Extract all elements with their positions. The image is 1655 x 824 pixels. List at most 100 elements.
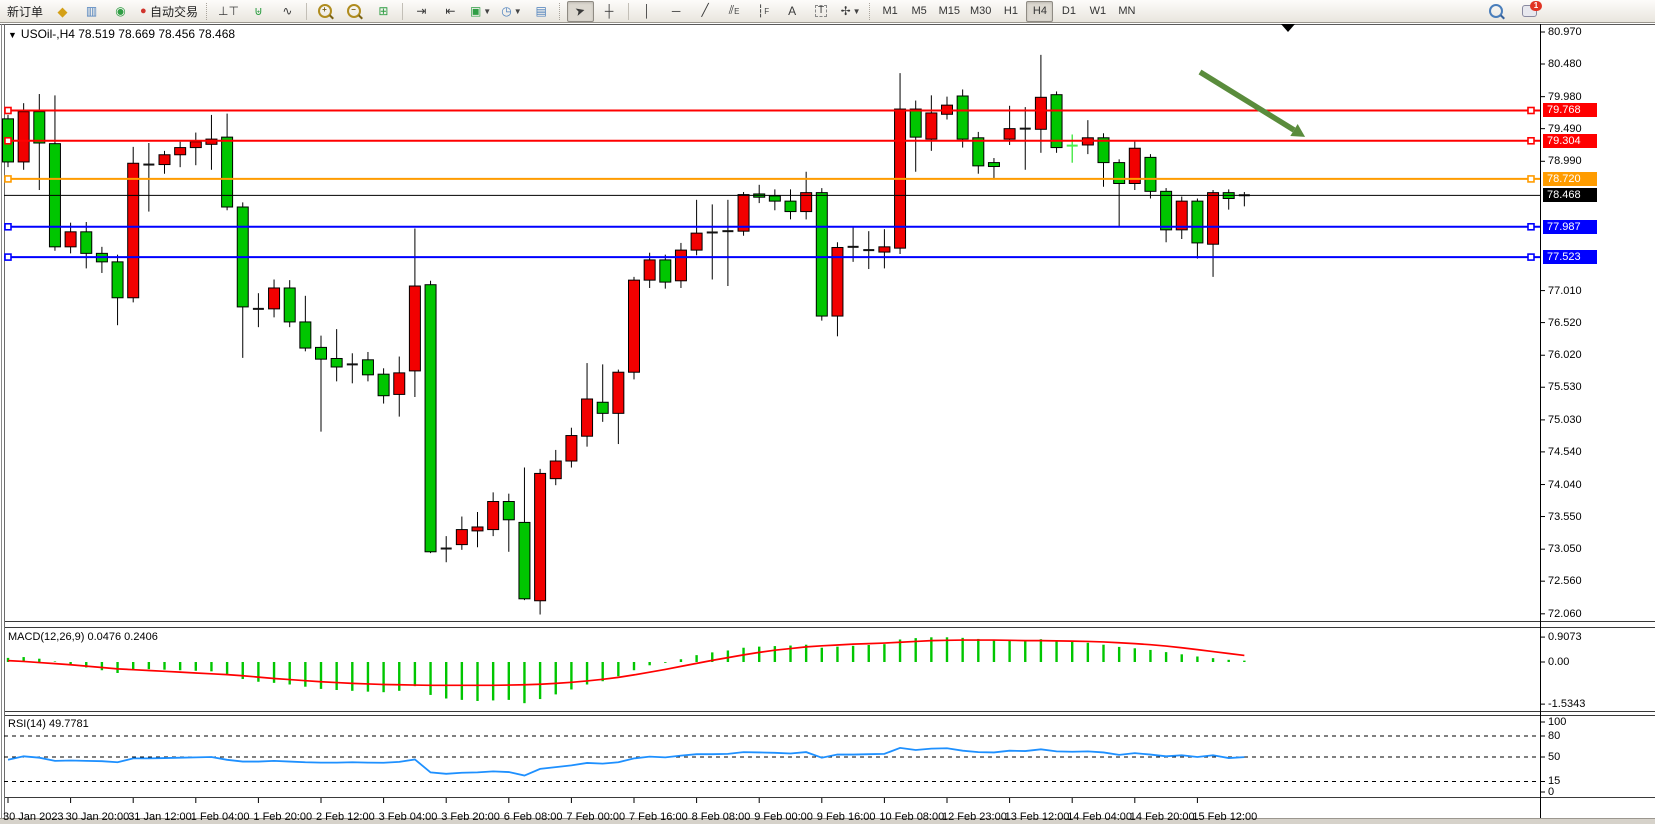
candle-bear-body [111,261,124,299]
timeframe-m15-button[interactable]: M15 [938,5,960,17]
timeframe-d1-button[interactable]: D1 [1061,5,1076,17]
time-axis-label: 31 Jan 12:00 [128,811,192,823]
new-order-button[interactable]: 新订单 [3,1,47,22]
candle-bull-body [64,231,77,248]
price-axis-label: 79.980 [1548,90,1582,103]
time-axis-label: 1 Feb 20:00 [253,811,313,823]
price-axis-label: 73.050 [1548,543,1582,556]
price-axis-label: 80.970 [1548,26,1582,38]
time-axis-label: 12 Feb 23:00 [942,811,1007,823]
label-tool-button[interactable]: T [808,1,835,22]
cursor-tool-button[interactable]: ➤ [566,0,594,22]
autotrade-button[interactable]: ● 自动交易 [136,1,202,22]
candle-bull-body [534,472,547,602]
channel-tool-button[interactable]: ⫽ E [721,1,748,22]
periods-button[interactable]: ◷ ▼ [497,1,525,22]
navigator-button[interactable]: ◉ [107,1,134,22]
vline-tool-button[interactable]: │ [634,1,661,22]
horizontal-lines[interactable] [4,106,1540,261]
tile-windows-icon: ⊞ [378,4,389,18]
timeframe-h1-button[interactable]: H1 [1003,5,1018,17]
toolbar-separator [627,2,629,20]
timeframe-mn-button[interactable]: MN [1118,5,1136,17]
search-button[interactable] [1482,1,1509,22]
cursor-icon: ➤ [573,2,587,20]
candle-doji-body [722,230,734,233]
candle-bear-body [909,108,922,138]
notifications-button[interactable]: 1 [1516,1,1543,22]
candle-bull-body [737,194,750,232]
zoom-out-button[interactable]: − [341,1,368,22]
macd-indicator-label: MACD(12,26,9) 0.0476 0.2406 [8,631,158,643]
time-axis-label: 6 Feb 08:00 [503,811,563,823]
time-axis-label: 7 Feb 00:00 [566,811,626,823]
timeframe-h4-button[interactable]: H4 [1026,0,1054,22]
collapse-arrow-icon[interactable]: ▼ [8,30,17,40]
bar-chart-button[interactable]: ⊥⊤ [214,1,243,22]
hline-tool-button[interactable]: ─ [663,1,690,22]
candle-bear-body [361,359,374,376]
chart-template-button[interactable]: ▤ [528,1,555,22]
candle-bull-body [581,398,594,437]
price-axis-label: 78.990 [1548,155,1582,168]
timeframe-m30-button[interactable]: M30 [970,5,992,17]
chart-shift-button[interactable]: ⇤ [437,1,464,22]
time-axis-label: 30 Jan 20:00 [65,811,130,823]
candle-bull-body [408,285,421,372]
timeframe-m5-button[interactable]: M5 [911,5,927,17]
time-axis-label: 3 Feb 20:00 [441,811,500,823]
rsi-axis-label: 15 [1548,775,1561,787]
search-icon [1488,4,1505,20]
candle-bull-body [549,460,562,480]
macd-axis-label: -1.5343 [1548,698,1586,711]
zoom-out-icon: − [347,4,364,20]
candle-bear-body [972,137,985,167]
candle-bear-body [1050,94,1063,149]
market-watch-button[interactable]: ▥ [78,1,105,22]
shapes-tool-button[interactable]: ✢ ▼ [837,1,865,22]
candle-bear-body [518,521,531,600]
candle-bull-body [628,279,640,373]
candle-doji-body [252,307,264,310]
candle-bear-body [987,162,1000,168]
candle-bear-body [330,358,343,368]
candle-bull-body [925,112,938,140]
crosshair-tool-button[interactable]: ┼ [596,1,623,22]
axis-ticks [7,31,1545,803]
chart-window[interactable]: ▼ USOil-,H4 78.519 78.669 78.456 78.468 M… [0,23,1655,824]
candle-bull-body [674,249,687,282]
line-handle [4,136,12,145]
chart-profile-button[interactable]: ◆ [49,1,76,22]
arrow-head [1290,124,1306,137]
timeframe-m1-button[interactable]: M1 [882,5,898,17]
timeframe-w1-button[interactable]: W1 [1089,5,1107,17]
time-axis-label: 7 Feb 16:00 [629,811,688,823]
candle-bear-body [596,401,609,414]
price-badge: 78.720 [1543,171,1597,186]
time-axis-label: 30 Jan 2023 [3,811,64,823]
price-badge: 77.987 [1543,219,1597,234]
market-watch-icon: ▥ [85,4,98,18]
text-tool-button[interactable]: A [779,1,806,22]
arrow-shaft [1198,69,1296,133]
price-badge: 79.768 [1543,103,1597,118]
auto-scroll-button[interactable]: ⇥ [408,1,435,22]
candle-doji-body [346,363,358,366]
time-axis-label: 13 Feb 12:00 [1004,811,1070,823]
clock-icon: ◷ [501,4,512,18]
zoom-in-button[interactable]: + [312,1,339,22]
channel-e-suffix: E [734,6,740,16]
new-chart-button[interactable]: ▣ ▼ [466,1,495,22]
trendline-tool-button[interactable]: ╱ [692,1,719,22]
chart-shift-marker[interactable] [1281,24,1295,32]
line-chart-button[interactable]: ∿ [274,1,301,22]
chart-canvas[interactable] [0,23,1655,824]
candle-chart-button[interactable]: ⊎ [245,1,272,22]
trend-arrow-annotation[interactable] [1198,69,1306,137]
tile-windows-button[interactable]: ⊞ [370,1,397,22]
fibonacci-tool-button[interactable]: ┆ F [750,1,777,22]
line-handle [1527,222,1535,231]
macd-axis-label: 0.00 [1548,656,1570,668]
fibonacci-f-suffix: F [764,6,770,16]
